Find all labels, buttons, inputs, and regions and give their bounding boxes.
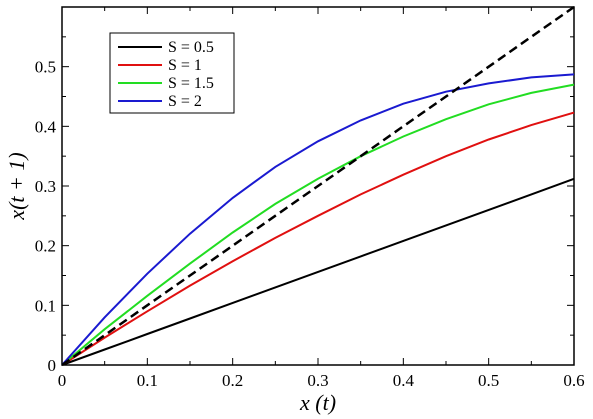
y-tick-label: 0.1 bbox=[35, 296, 56, 315]
y-tick-label: 0.2 bbox=[35, 237, 56, 256]
identity-dashed-line bbox=[61, 5, 575, 367]
series-line-1 bbox=[61, 177, 575, 366]
y-tick-label: 0.5 bbox=[35, 58, 56, 77]
y-tick-label: 0 bbox=[48, 356, 57, 375]
x-tick-label: 0 bbox=[58, 371, 67, 390]
x-tick-label: 0.5 bbox=[478, 371, 499, 390]
legend: S = 0.5S = 1S = 1.5S = 2 bbox=[109, 32, 235, 114]
x-tick-label: 0.6 bbox=[563, 371, 584, 390]
x-tick-label: 0.4 bbox=[393, 371, 415, 390]
x-tick-label: 0.2 bbox=[222, 371, 243, 390]
legend-label: S = 0.5 bbox=[168, 39, 214, 56]
legend-label: S = 2 bbox=[168, 93, 202, 110]
y-tick-label: 0.4 bbox=[35, 117, 57, 136]
x-tick-label: 0.3 bbox=[307, 371, 328, 390]
legend-label: S = 1 bbox=[168, 57, 202, 74]
series-line-2 bbox=[61, 111, 575, 366]
y-axis-title: x(t + 1) bbox=[4, 152, 29, 220]
series-group bbox=[61, 5, 575, 367]
y-tick-label: 0.3 bbox=[35, 177, 56, 196]
legend-label: S = 1.5 bbox=[168, 75, 214, 92]
ticks: 0 0.1 0.2 0.3 0.4 0.5 0.6 0 0.1 0.2 0.3 0.4 0.5 bbox=[35, 7, 585, 390]
x-axis-title: x (t) bbox=[299, 390, 336, 415]
series-line-4 bbox=[61, 73, 575, 366]
x-tick-label: 0.1 bbox=[137, 371, 158, 390]
series-line-3 bbox=[61, 83, 575, 366]
